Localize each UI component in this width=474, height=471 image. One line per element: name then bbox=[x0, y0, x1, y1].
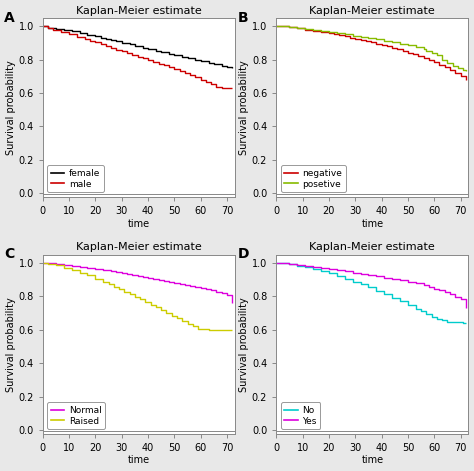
Title: Kaplan-Meier estimate: Kaplan-Meier estimate bbox=[76, 243, 202, 252]
X-axis label: time: time bbox=[361, 455, 383, 465]
X-axis label: time: time bbox=[128, 455, 150, 465]
Title: Kaplan-Meier estimate: Kaplan-Meier estimate bbox=[310, 6, 435, 16]
X-axis label: time: time bbox=[361, 219, 383, 228]
Text: D: D bbox=[238, 247, 249, 261]
Legend: Normal, Raised: Normal, Raised bbox=[47, 402, 105, 429]
Legend: female, male: female, male bbox=[47, 165, 104, 192]
Y-axis label: Survival probability: Survival probability bbox=[6, 60, 16, 154]
Text: B: B bbox=[238, 10, 248, 24]
Legend: No, Yes: No, Yes bbox=[281, 402, 320, 429]
Legend: negative, posetive: negative, posetive bbox=[281, 165, 346, 192]
Title: Kaplan-Meier estimate: Kaplan-Meier estimate bbox=[76, 6, 202, 16]
X-axis label: time: time bbox=[128, 219, 150, 228]
Title: Kaplan-Meier estimate: Kaplan-Meier estimate bbox=[310, 243, 435, 252]
Y-axis label: Survival probability: Survival probability bbox=[6, 297, 16, 391]
Y-axis label: Survival probability: Survival probability bbox=[239, 60, 249, 154]
Y-axis label: Survival probability: Survival probability bbox=[239, 297, 249, 391]
Text: A: A bbox=[4, 10, 15, 24]
Text: C: C bbox=[4, 247, 15, 261]
